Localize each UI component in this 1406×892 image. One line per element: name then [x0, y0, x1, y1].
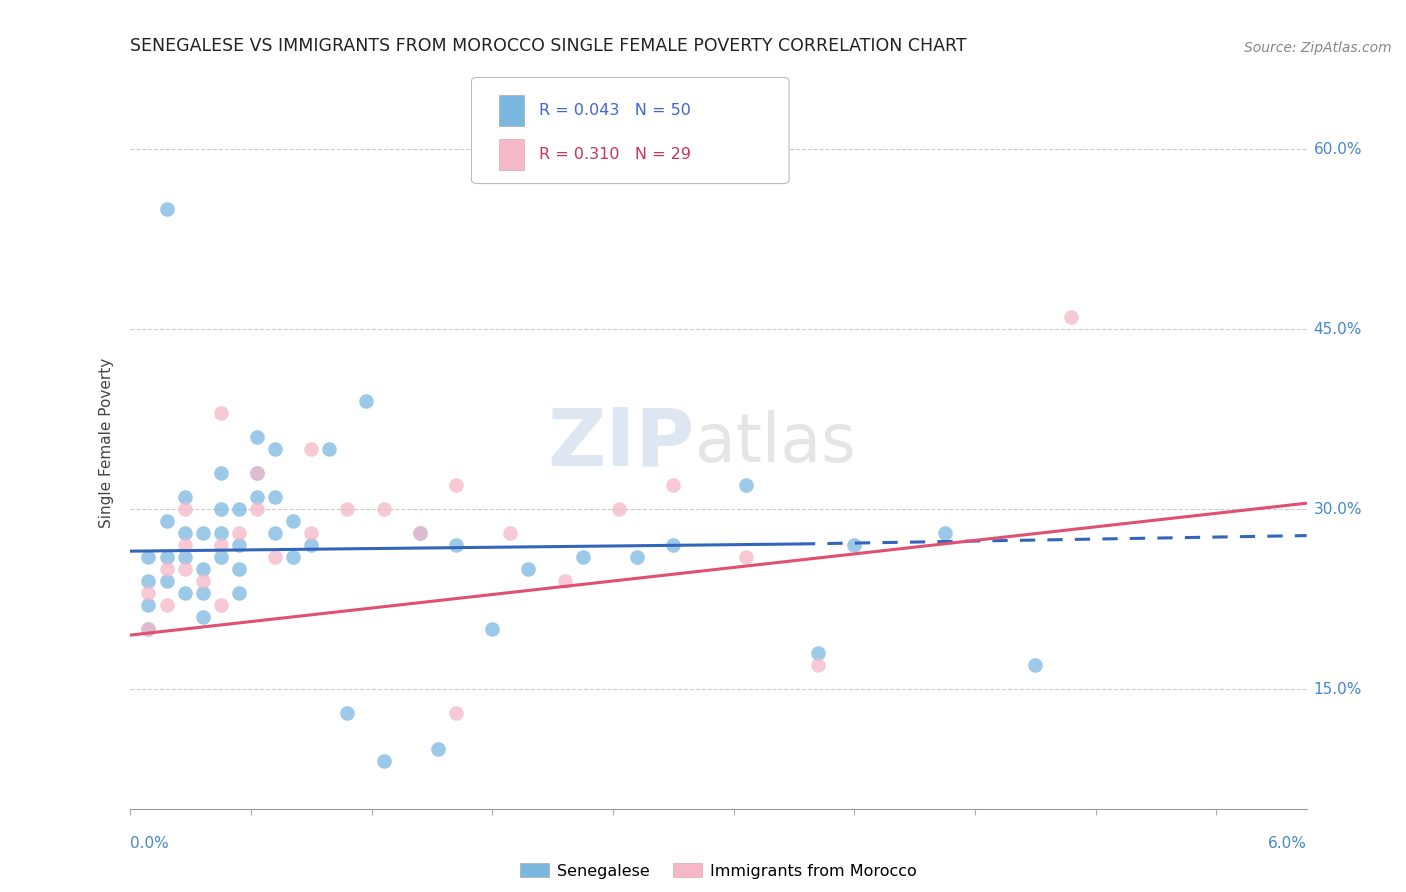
- Text: SENEGALESE VS IMMIGRANTS FROM MOROCCO SINGLE FEMALE POVERTY CORRELATION CHART: SENEGALESE VS IMMIGRANTS FROM MOROCCO SI…: [131, 37, 967, 55]
- Point: [155, 562, 177, 576]
- Point: [173, 502, 195, 516]
- Text: 0.0%: 0.0%: [131, 836, 169, 851]
- Point: [191, 586, 214, 600]
- Point: [155, 202, 177, 217]
- Point: [626, 550, 648, 565]
- Point: [191, 562, 214, 576]
- Point: [173, 526, 195, 541]
- Point: [264, 490, 287, 504]
- Point: [607, 502, 630, 516]
- Text: 60.0%: 60.0%: [1313, 142, 1362, 157]
- Point: [264, 442, 287, 457]
- Point: [246, 466, 269, 480]
- Point: [155, 550, 177, 565]
- Point: [209, 406, 232, 420]
- Point: [662, 538, 685, 552]
- Point: [571, 550, 593, 565]
- Point: [373, 754, 395, 768]
- Point: [299, 526, 322, 541]
- Point: [336, 706, 359, 720]
- Point: [138, 622, 160, 636]
- Point: [209, 502, 232, 516]
- Point: [191, 610, 214, 624]
- Point: [246, 430, 269, 444]
- Point: [228, 586, 250, 600]
- Point: [138, 574, 160, 589]
- Point: [228, 562, 250, 576]
- Point: [373, 502, 395, 516]
- Point: [209, 526, 232, 541]
- Point: [246, 490, 269, 504]
- Text: 45.0%: 45.0%: [1313, 322, 1362, 337]
- Point: [318, 442, 340, 457]
- Point: [209, 550, 232, 565]
- Bar: [499, 139, 524, 170]
- Point: [209, 466, 232, 480]
- Point: [264, 526, 287, 541]
- Point: [155, 514, 177, 528]
- Point: [191, 526, 214, 541]
- Point: [662, 478, 685, 492]
- Text: Source: ZipAtlas.com: Source: ZipAtlas.com: [1244, 41, 1392, 55]
- Point: [844, 538, 866, 552]
- Point: [444, 538, 467, 552]
- Point: [228, 502, 250, 516]
- Point: [283, 514, 305, 528]
- Point: [173, 490, 195, 504]
- Point: [336, 502, 359, 516]
- Point: [138, 598, 160, 612]
- Point: [807, 646, 830, 660]
- Point: [354, 394, 377, 409]
- Point: [283, 550, 305, 565]
- Point: [173, 562, 195, 576]
- Point: [246, 502, 269, 516]
- Point: [409, 526, 432, 541]
- Point: [138, 586, 160, 600]
- Point: [554, 574, 576, 589]
- Point: [246, 466, 269, 480]
- Point: [173, 586, 195, 600]
- Point: [1060, 310, 1083, 325]
- Point: [228, 538, 250, 552]
- Point: [517, 562, 540, 576]
- Point: [155, 598, 177, 612]
- Point: [191, 574, 214, 589]
- Text: 15.0%: 15.0%: [1313, 681, 1362, 697]
- Point: [734, 550, 756, 565]
- Text: R = 0.043   N = 50: R = 0.043 N = 50: [538, 103, 690, 118]
- Point: [427, 742, 450, 756]
- Point: [173, 538, 195, 552]
- Text: atlas: atlas: [695, 410, 856, 476]
- Text: 6.0%: 6.0%: [1268, 836, 1306, 851]
- Point: [807, 658, 830, 673]
- Point: [1024, 658, 1046, 673]
- Point: [499, 526, 522, 541]
- FancyBboxPatch shape: [471, 78, 789, 184]
- Point: [934, 526, 956, 541]
- Point: [155, 574, 177, 589]
- Point: [138, 622, 160, 636]
- Point: [444, 706, 467, 720]
- Point: [264, 550, 287, 565]
- Text: 30.0%: 30.0%: [1313, 501, 1362, 516]
- Point: [409, 526, 432, 541]
- Text: ZIP: ZIP: [548, 404, 695, 483]
- Point: [209, 538, 232, 552]
- Point: [173, 550, 195, 565]
- Point: [481, 622, 503, 636]
- Point: [299, 538, 322, 552]
- Point: [138, 550, 160, 565]
- Point: [734, 478, 756, 492]
- Text: R = 0.310   N = 29: R = 0.310 N = 29: [538, 147, 690, 162]
- Point: [299, 442, 322, 457]
- Point: [209, 598, 232, 612]
- Point: [444, 478, 467, 492]
- Point: [228, 526, 250, 541]
- Legend: Senegalese, Immigrants from Morocco: Senegalese, Immigrants from Morocco: [513, 856, 924, 885]
- Y-axis label: Single Female Poverty: Single Female Poverty: [100, 358, 114, 528]
- Bar: [499, 95, 524, 126]
